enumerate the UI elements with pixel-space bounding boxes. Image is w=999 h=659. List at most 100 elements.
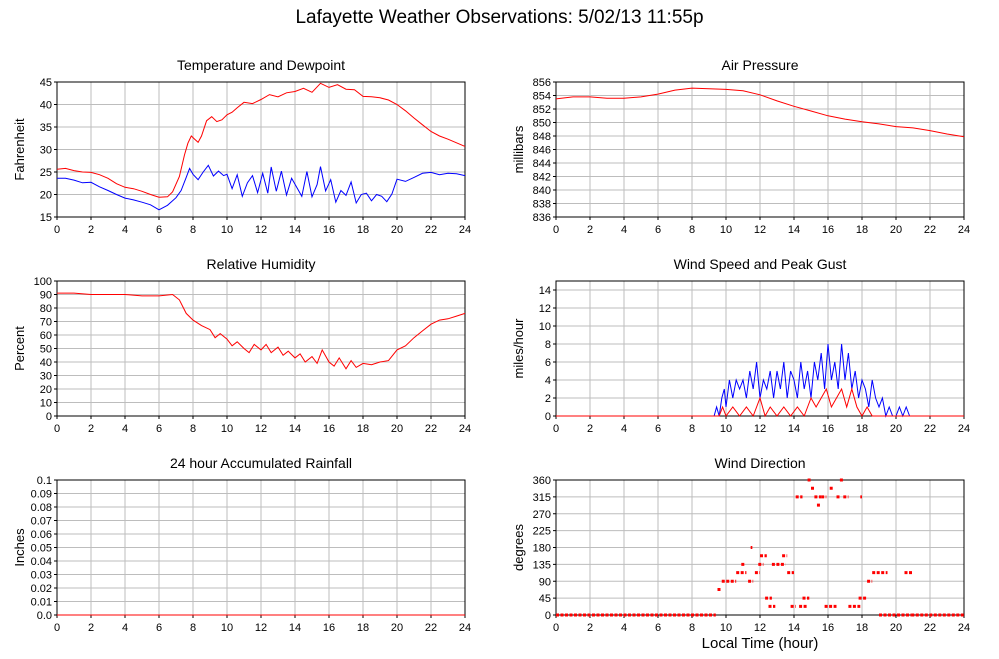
y-tick-label: 135 xyxy=(533,559,551,571)
x-tick-label: 0 xyxy=(54,224,60,236)
y-tick-label: 20 xyxy=(40,190,52,202)
x-tick-label: 14 xyxy=(289,622,301,634)
x-tick-label: 6 xyxy=(156,423,162,435)
y-tick-label: 836 xyxy=(533,212,551,224)
y-axis-title: degrees xyxy=(511,524,526,571)
y-tick-label: 180 xyxy=(533,543,551,555)
series-line-1 xyxy=(555,87,965,138)
x-tick-label: 16 xyxy=(323,224,335,236)
x-tick-label: 24 xyxy=(958,423,970,435)
plot-frame xyxy=(555,280,965,417)
y-tick-label: 0.1 xyxy=(37,475,52,487)
y-tick-label: 8 xyxy=(545,339,551,351)
y-tick-label: 40 xyxy=(40,100,52,112)
y-tick-label: 10 xyxy=(539,321,551,333)
chart-title: Temperature and Dewpoint xyxy=(177,57,345,73)
x-tick-label: 20 xyxy=(890,224,902,236)
y-tick-label: 2 xyxy=(545,393,551,405)
y-tick-label: 856 xyxy=(533,77,551,89)
x-tick-label: 8 xyxy=(689,622,695,634)
page-title: Lafayette Weather Observations: 5/02/13 … xyxy=(295,7,704,28)
x-tick-label: 22 xyxy=(425,622,437,634)
x-tick-label: 2 xyxy=(88,423,94,435)
x-tick-label: 22 xyxy=(924,423,936,435)
x-tick-label: 8 xyxy=(190,224,196,236)
series-line-1 xyxy=(57,292,466,370)
x-tick-label: 16 xyxy=(323,423,335,435)
y-tick-label: 844 xyxy=(533,158,551,170)
y-tick-label: 45 xyxy=(40,77,52,89)
x-tick-label: 0 xyxy=(553,224,559,236)
y-tick-label: 45 xyxy=(539,593,551,605)
x-tick-label: 18 xyxy=(357,622,369,634)
chart-title: Air Pressure xyxy=(721,57,798,73)
y-tick-label: 6 xyxy=(545,357,551,369)
x-tick-label: 2 xyxy=(88,224,94,236)
plot-frame xyxy=(555,479,965,616)
y-tick-label: 270 xyxy=(533,509,551,521)
x-tick-label: 18 xyxy=(856,224,868,236)
x-tick-label: 10 xyxy=(221,622,233,634)
x-tick-label: 20 xyxy=(391,622,403,634)
y-tick-label: 30 xyxy=(40,371,52,383)
y-tick-label: 315 xyxy=(533,492,551,504)
y-tick-label: 0.08 xyxy=(31,502,52,514)
y-tick-label: 0 xyxy=(46,411,52,423)
x-tick-label: 2 xyxy=(587,423,593,435)
x-tick-label: 10 xyxy=(720,622,732,634)
y-tick-label: 852 xyxy=(533,104,551,116)
x-tick-label: 24 xyxy=(958,224,970,236)
series-line-2 xyxy=(556,387,964,418)
x-tick-label: 20 xyxy=(890,423,902,435)
x-tick-label: 4 xyxy=(621,224,627,236)
y-tick-label: 60 xyxy=(40,330,52,342)
series-line-1 xyxy=(556,343,964,418)
y-tick-label: 14 xyxy=(539,285,551,297)
x-tick-label: 16 xyxy=(822,423,834,435)
y-tick-label: 70 xyxy=(40,317,52,329)
y-tick-label: 0.0 xyxy=(37,610,52,622)
x-tick-label: 4 xyxy=(122,622,128,634)
x-tick-label: 22 xyxy=(924,622,936,634)
y-tick-label: 10 xyxy=(40,398,52,410)
x-tick-label: 12 xyxy=(255,622,267,634)
x-tick-label: 22 xyxy=(924,224,936,236)
y-tick-label: 838 xyxy=(533,199,551,211)
x-tick-label: 6 xyxy=(156,622,162,634)
y-tick-label: 20 xyxy=(40,384,52,396)
x-tick-label: 18 xyxy=(357,224,369,236)
x-tick-label: 12 xyxy=(255,224,267,236)
x-tick-label: 0 xyxy=(553,423,559,435)
y-tick-label: 90 xyxy=(40,290,52,302)
plot-frame xyxy=(56,280,466,417)
x-tick-label: 16 xyxy=(323,622,335,634)
chart-title: Wind Direction xyxy=(714,455,805,471)
x-tick-label: 2 xyxy=(587,224,593,236)
y-tick-label: 848 xyxy=(533,131,551,143)
y-axis-title: Inches xyxy=(12,528,27,567)
x-tick-label: 2 xyxy=(587,622,593,634)
y-tick-label: 840 xyxy=(533,185,551,197)
y-tick-label: 0.03 xyxy=(31,570,52,582)
x-tick-label: 24 xyxy=(459,224,471,236)
x-tick-label: 18 xyxy=(357,423,369,435)
x-tick-label: 10 xyxy=(221,224,233,236)
x-tick-label: 0 xyxy=(54,622,60,634)
y-tick-label: 0 xyxy=(545,411,551,423)
x-tick-label: 20 xyxy=(391,423,403,435)
y-tick-label: 854 xyxy=(533,91,551,103)
x-tick-label: 24 xyxy=(459,423,471,435)
x-tick-label: 4 xyxy=(621,622,627,634)
x-tick-label: 18 xyxy=(856,423,868,435)
y-axis-title: miles/hour xyxy=(511,318,526,379)
x-tick-label: 0 xyxy=(553,622,559,634)
x-tick-label: 12 xyxy=(754,423,766,435)
x-tick-label: 24 xyxy=(958,622,970,634)
x-tick-label: 12 xyxy=(255,423,267,435)
x-tick-label: 14 xyxy=(289,224,301,236)
